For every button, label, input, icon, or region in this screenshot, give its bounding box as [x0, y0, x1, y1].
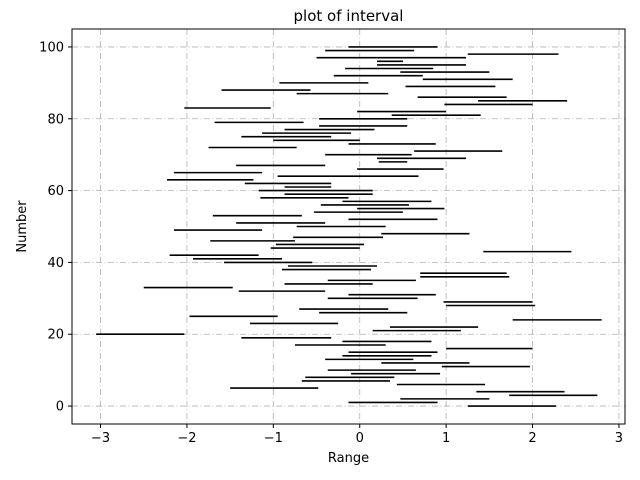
y-axis-ticks: 0 20 40 60 80 100: [39, 40, 72, 415]
y-tick-label: 60: [47, 184, 64, 199]
y-tick-label: 80: [47, 112, 64, 127]
x-axis-ticks: −3 −2 −1 0 1 2 3: [91, 424, 623, 446]
y-tick-label: 0: [56, 400, 64, 415]
x-tick-label: −2: [177, 431, 196, 446]
y-tick-label: 40: [47, 256, 64, 271]
x-axis-label: Range: [328, 451, 369, 466]
x-tick-label: 2: [528, 431, 536, 446]
interval-bars: [96, 46, 602, 407]
y-tick-label: 20: [47, 328, 64, 343]
x-tick-label: 3: [615, 431, 623, 446]
y-axis-label: Number: [15, 200, 30, 253]
chart-title: plot of interval: [294, 7, 404, 25]
x-tick-label: 1: [442, 431, 450, 446]
axes-frame: [71, 28, 626, 425]
y-tick-label: 100: [39, 40, 64, 55]
x-tick-label: −3: [91, 431, 110, 446]
x-tick-label: −1: [264, 431, 283, 446]
x-tick-label: 0: [356, 431, 364, 446]
